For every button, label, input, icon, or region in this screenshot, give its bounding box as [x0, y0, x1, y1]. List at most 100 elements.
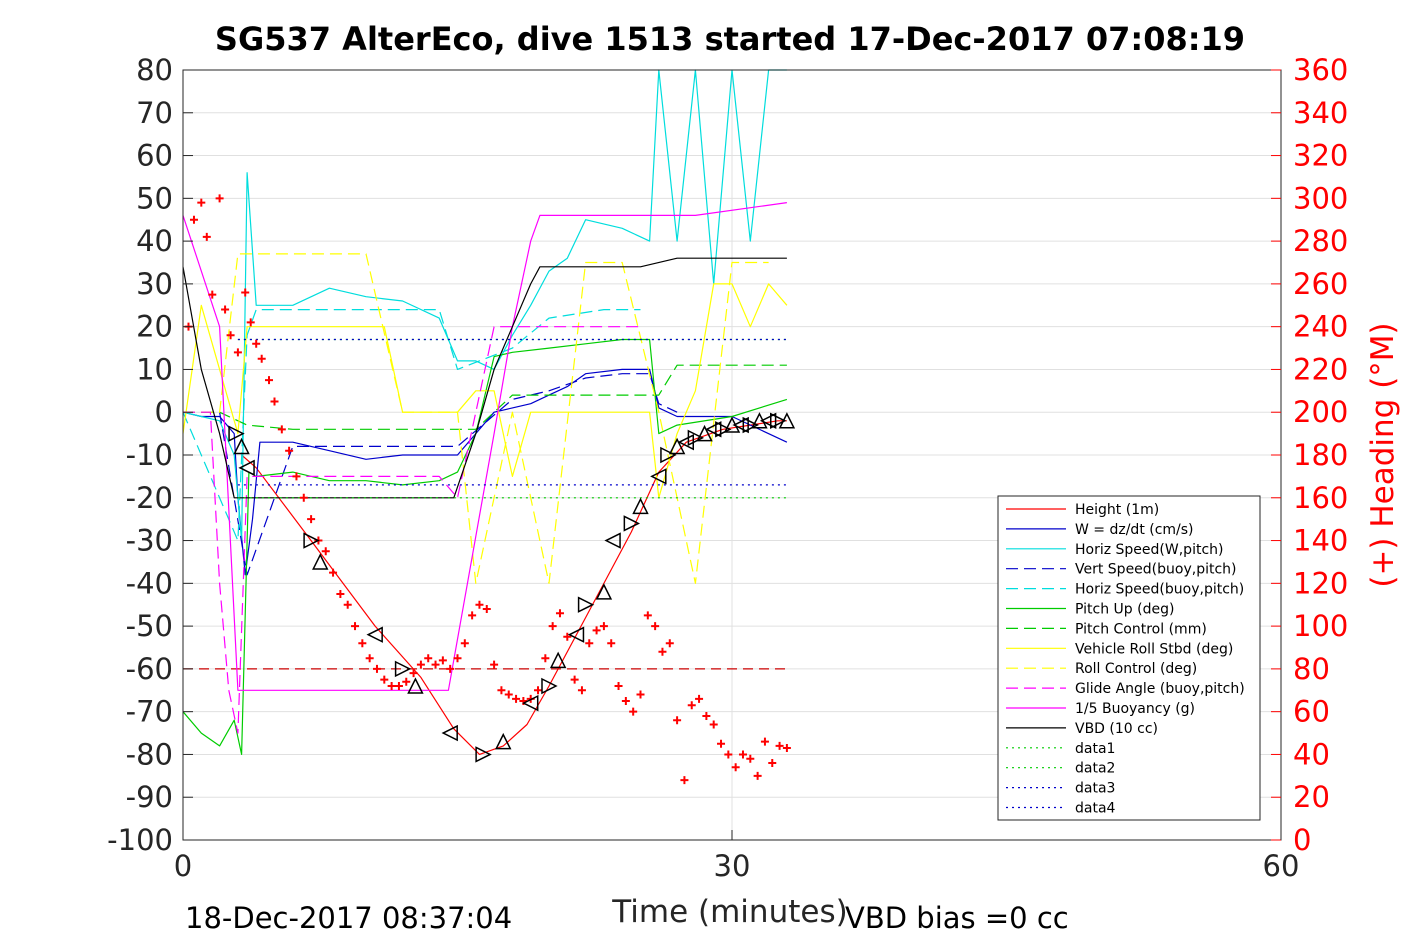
legend-label: Pitch Up (deg) — [1075, 602, 1174, 618]
heading-point — [665, 639, 674, 648]
heading-point — [307, 515, 316, 524]
heading-point — [468, 611, 477, 620]
marker-point — [595, 583, 613, 600]
marker-point — [475, 746, 492, 763]
y-axis-left: 80 70 60 50 40 30 20 10 0 -10 -20 -30 -40 -50 -60 -70 -8… — [107, 53, 193, 857]
tick-label-right: 20 — [1293, 780, 1330, 814]
marker-point — [623, 515, 641, 532]
heading-point — [577, 686, 586, 695]
heading-point — [336, 590, 345, 599]
tick-label-left: -40 — [126, 566, 173, 600]
tick-label-right: 100 — [1293, 609, 1348, 643]
tick-label-left: 70 — [136, 96, 173, 130]
tick-label-x: 60 — [1263, 849, 1300, 883]
marker-point — [632, 497, 649, 515]
marker-point — [549, 651, 567, 669]
marker-point — [312, 553, 329, 570]
heading-point — [504, 690, 513, 699]
x-axis-label: Time (minutes) — [611, 894, 847, 930]
legend-label: Horiz Speed(W,pitch) — [1075, 542, 1223, 558]
tick-label-left: -50 — [126, 609, 173, 643]
y-axis-right: 3603403203002802602402202001801601401201… — [1271, 53, 1348, 857]
legend-label: Vert Speed(buoy,pitch) — [1075, 562, 1237, 578]
heading-point — [221, 305, 230, 314]
heading-point — [738, 750, 747, 759]
heading-point — [358, 639, 367, 648]
heading-point — [460, 639, 469, 648]
marker-point — [495, 732, 512, 750]
heading-point — [702, 711, 711, 720]
heading-point — [534, 686, 543, 695]
marker-point — [696, 424, 713, 442]
heading-point — [321, 547, 330, 556]
tick-label-left: 20 — [136, 310, 173, 344]
legend-label: Height (1m) — [1075, 502, 1159, 518]
tick-label-right: 160 — [1293, 481, 1348, 515]
heading-point — [629, 707, 638, 716]
legend: Height (1m) W = dz/dt (cm/s) Horiz Speed(W… — [997, 495, 1261, 821]
heading-point — [475, 600, 484, 609]
tick-label-right: 120 — [1293, 566, 1348, 600]
marker-point — [732, 416, 749, 434]
heading-point — [233, 348, 242, 357]
points-layer — [184, 194, 796, 785]
heading-point — [416, 660, 425, 669]
heading-point — [570, 675, 579, 684]
heading-point — [343, 600, 352, 609]
marker-point — [660, 446, 677, 464]
tick-label-x: 0 — [174, 849, 192, 883]
chart-title: SG537 AlterEco, dive 1513 started 17-Dec… — [215, 20, 1245, 58]
tick-label-left: -80 — [126, 737, 173, 771]
marker-point — [650, 468, 667, 485]
tick-label-right: 60 — [1293, 695, 1330, 729]
heading-point — [746, 754, 755, 763]
heading-point — [782, 744, 791, 753]
heading-point — [768, 759, 777, 767]
tick-label-right: 320 — [1293, 139, 1348, 173]
heading-point — [446, 664, 455, 673]
marker-point — [687, 429, 705, 447]
marker-point — [233, 437, 250, 455]
heading-point — [351, 622, 360, 631]
heading-point — [202, 232, 211, 241]
tick-label-right: 240 — [1293, 310, 1348, 344]
marker-point — [394, 660, 412, 678]
tick-label-left: -90 — [126, 780, 173, 814]
marker-point — [407, 677, 424, 694]
heading-point — [760, 737, 769, 746]
heading-point — [563, 632, 572, 641]
heading-point — [241, 288, 250, 297]
heading-point — [585, 639, 594, 648]
heading-point — [257, 354, 266, 363]
heading-point — [548, 622, 557, 631]
tick-label-left: -100 — [107, 823, 173, 857]
heading-point — [490, 660, 499, 669]
heading-point — [636, 690, 645, 699]
marker-point — [303, 532, 320, 549]
tick-label-left: 10 — [136, 352, 173, 386]
legend-label: Glide Angle (buoy,pitch) — [1075, 681, 1245, 697]
tick-label-left: 60 — [136, 139, 173, 173]
legend-label: Horiz Speed(buoy,pitch) — [1075, 582, 1244, 598]
tick-label-right: 300 — [1293, 181, 1348, 215]
marker-point — [742, 416, 759, 434]
heading-point — [775, 741, 784, 750]
heading-point — [277, 425, 286, 434]
heading-point — [658, 647, 667, 656]
heading-point — [599, 622, 608, 631]
tick-label-left: 40 — [136, 224, 173, 258]
tick-label-x: 30 — [714, 849, 751, 883]
heading-point — [621, 696, 630, 705]
legend-box — [997, 495, 1261, 821]
marker-point — [238, 459, 255, 477]
heading-point — [402, 677, 411, 686]
tick-label-left: -60 — [126, 652, 173, 686]
series-line-11 — [182, 257, 787, 499]
series-line-10 — [182, 202, 787, 691]
heading-point — [265, 376, 274, 385]
heading-point — [651, 622, 660, 631]
tick-label-left: 80 — [136, 53, 173, 87]
heading-point — [512, 694, 521, 703]
tick-label-right: 80 — [1293, 652, 1330, 686]
